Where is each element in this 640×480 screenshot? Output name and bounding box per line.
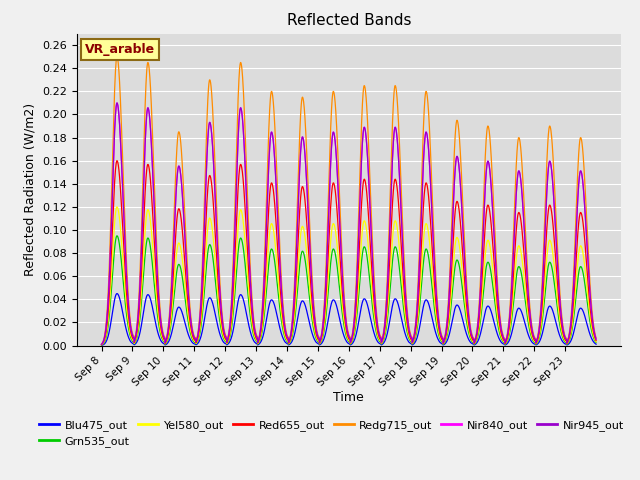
- Legend: Blu475_out, Grn535_out, Yel580_out, Red655_out, Redg715_out, Nir840_out, Nir945_: Blu475_out, Grn535_out, Yel580_out, Red6…: [39, 420, 624, 447]
- Text: VR_arable: VR_arable: [85, 43, 155, 56]
- X-axis label: Time: Time: [333, 391, 364, 404]
- Y-axis label: Reflected Radiation (W/m2): Reflected Radiation (W/m2): [24, 103, 36, 276]
- Title: Reflected Bands: Reflected Bands: [287, 13, 411, 28]
